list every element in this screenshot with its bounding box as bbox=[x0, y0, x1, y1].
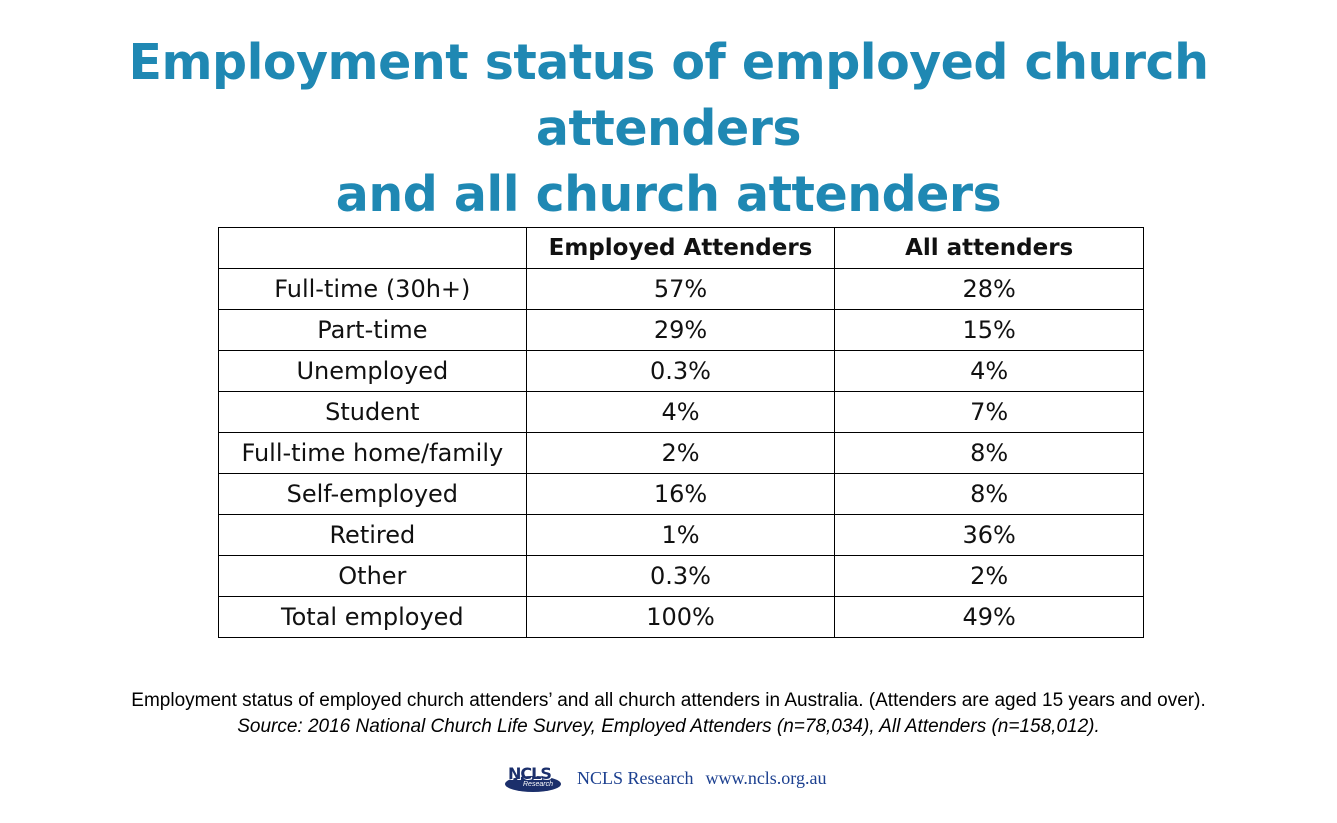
cell-all-attenders: 2% bbox=[834, 555, 1144, 597]
table-row: Full-time home/family 2% 8% bbox=[218, 432, 1144, 474]
table-row: Retired 1% 36% bbox=[218, 514, 1144, 556]
row-label: Part-time bbox=[218, 309, 527, 351]
row-label: Full-time home/family bbox=[218, 432, 527, 474]
cell-employed-attenders: 16% bbox=[525, 473, 836, 515]
title-line-2: and all church attenders bbox=[335, 166, 1002, 223]
caption-source: Source: 2016 National Church Life Survey… bbox=[237, 716, 1100, 737]
row-label: Other bbox=[218, 555, 527, 597]
row-label: Unemployed bbox=[218, 350, 527, 392]
cell-employed-attenders: 100% bbox=[525, 596, 836, 638]
employment-table: Employed Attenders All attenders Full-ti… bbox=[218, 227, 1144, 638]
cell-employed-attenders: 0.3% bbox=[525, 350, 836, 392]
cell-employed-attenders: 57% bbox=[525, 268, 836, 310]
cell-all-attenders: 49% bbox=[834, 596, 1144, 638]
footer: NCLS Research NCLS Research www.ncls.org… bbox=[505, 762, 826, 794]
cell-employed-attenders: 4% bbox=[525, 391, 836, 433]
row-label: Full-time (30h+) bbox=[218, 268, 527, 310]
table-row: Other 0.3% 2% bbox=[218, 555, 1144, 597]
row-label: Total employed bbox=[218, 596, 527, 638]
cell-all-attenders: 15% bbox=[834, 309, 1144, 351]
row-label: Retired bbox=[218, 514, 527, 556]
table-row: Total employed 100% 49% bbox=[218, 596, 1144, 638]
caption-text: Employment status of employed church att… bbox=[131, 690, 1206, 711]
cell-all-attenders: 36% bbox=[834, 514, 1144, 556]
header-corner bbox=[218, 227, 527, 269]
table-row: Part-time 29% 15% bbox=[218, 309, 1144, 351]
logo-text: NCLS bbox=[508, 764, 552, 783]
table-row: Full-time (30h+) 57% 28% bbox=[218, 268, 1144, 310]
cell-employed-attenders: 0.3% bbox=[525, 555, 836, 597]
ncls-logo: NCLS Research bbox=[505, 764, 561, 792]
cell-employed-attenders: 29% bbox=[525, 309, 836, 351]
footer-org: NCLS Research bbox=[577, 767, 694, 788]
logo-subtext: Research bbox=[523, 781, 553, 788]
cell-all-attenders: 8% bbox=[834, 432, 1144, 474]
caption: Employment status of employed church att… bbox=[0, 688, 1337, 740]
cell-employed-attenders: 1% bbox=[525, 514, 836, 556]
title-line-1: Employment status of employed church att… bbox=[128, 34, 1209, 157]
header-employed-attenders: Employed Attenders bbox=[525, 227, 836, 269]
row-label: Student bbox=[218, 391, 527, 433]
cell-all-attenders: 28% bbox=[834, 268, 1144, 310]
logo-swoosh-icon bbox=[505, 776, 561, 792]
table-header-row: Employed Attenders All attenders bbox=[218, 227, 1144, 269]
cell-all-attenders: 8% bbox=[834, 473, 1144, 515]
table-row: Unemployed 0.3% 4% bbox=[218, 350, 1144, 392]
cell-employed-attenders: 2% bbox=[525, 432, 836, 474]
table-row: Student 4% 7% bbox=[218, 391, 1144, 433]
row-label: Self-employed bbox=[218, 473, 527, 515]
cell-all-attenders: 4% bbox=[834, 350, 1144, 392]
page-title: Employment status of employed church att… bbox=[0, 30, 1337, 228]
table-row: Self-employed 16% 8% bbox=[218, 473, 1144, 515]
header-all-attenders: All attenders bbox=[834, 227, 1144, 269]
footer-url-link[interactable]: www.ncls.org.au bbox=[705, 767, 827, 788]
cell-all-attenders: 7% bbox=[834, 391, 1144, 433]
